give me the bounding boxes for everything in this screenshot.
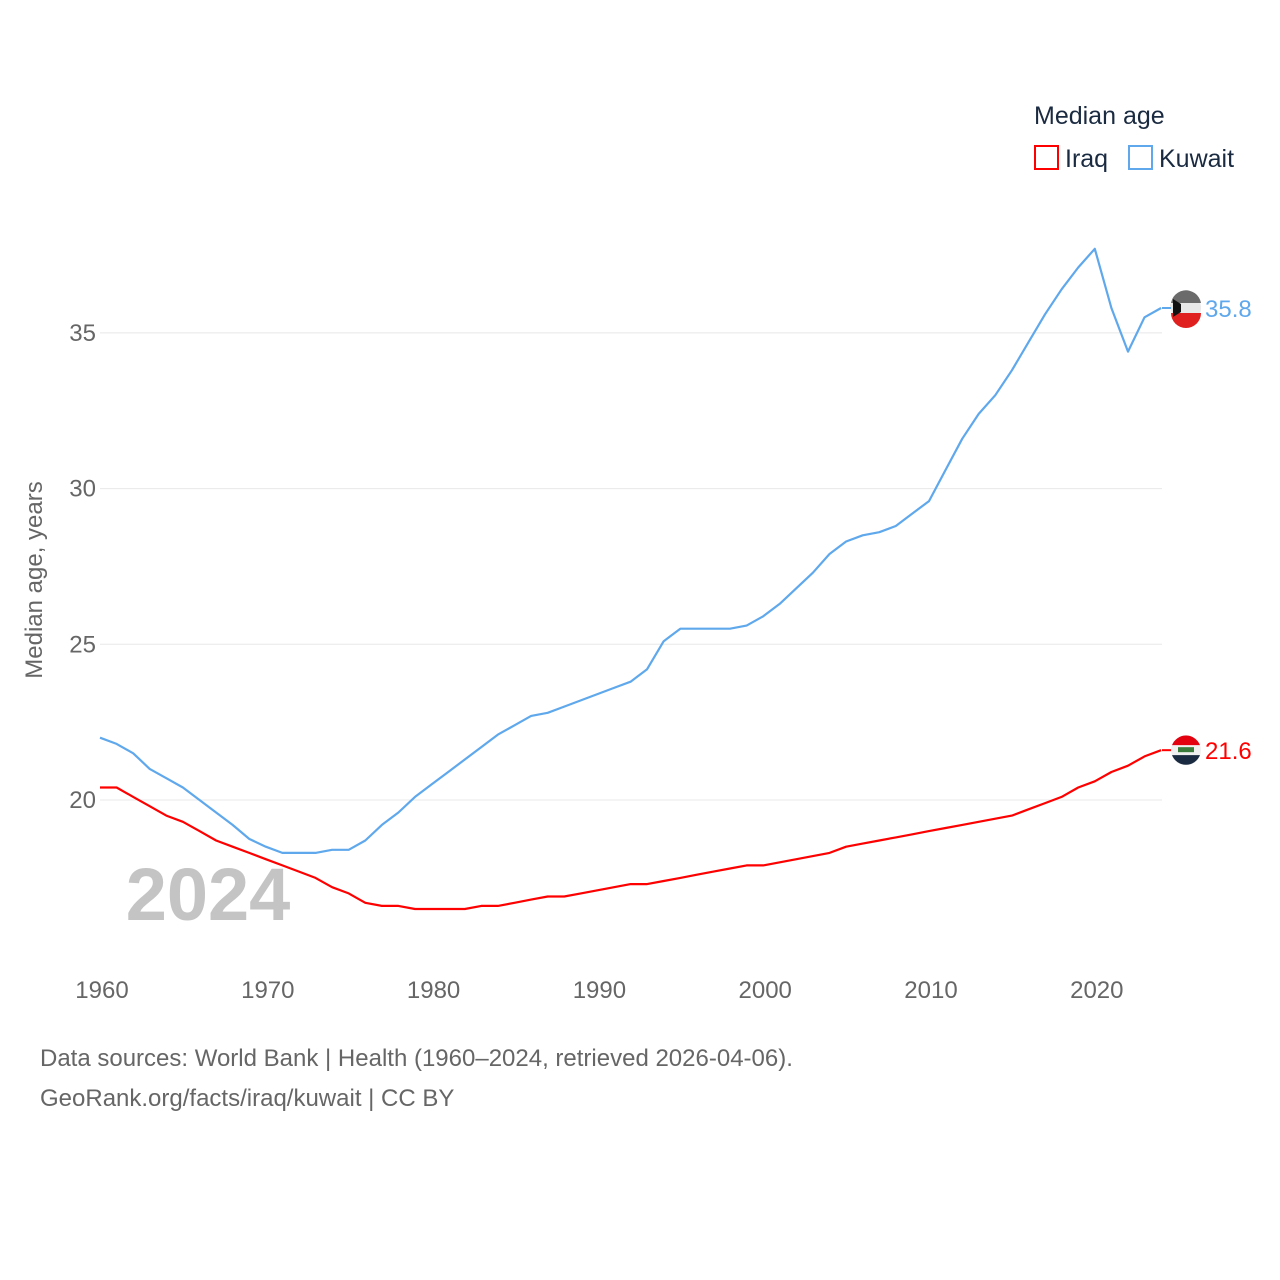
legend-label-kuwait: Kuwait: [1159, 145, 1234, 173]
x-tick-label: 1980: [407, 977, 460, 1004]
y-tick-label: 35: [69, 320, 96, 347]
year-watermark: 2024: [126, 853, 291, 936]
kuwait-flag-icon: [1170, 290, 1201, 328]
x-tick-label: 1960: [75, 977, 128, 1004]
y-tick-label: 20: [69, 787, 96, 814]
legend-title: Median age: [1034, 102, 1165, 130]
y-axis-label: Median age, years: [21, 481, 48, 678]
x-tick-label: 1970: [241, 977, 294, 1004]
series-line-iraq: [100, 749, 1162, 911]
end-value-label: 21.6: [1205, 738, 1252, 765]
flag-stripe: [1172, 735, 1200, 746]
flag-stripe: [1170, 290, 1201, 308]
x-tick-label: 1990: [573, 977, 626, 1004]
flag-stripe: [1171, 312, 1201, 328]
flag-stripe: [1172, 755, 1200, 765]
iraq-flag-icon: [1171, 735, 1201, 766]
x-tick-label: 2010: [904, 977, 957, 1004]
series-line-kuwait: [99, 247, 1162, 855]
x-tick-label: 2020: [1070, 977, 1123, 1004]
legend-swatch-kuwait: [1128, 145, 1153, 170]
credit-link[interactable]: GeoRank.org/facts/iraq/kuwait | CC BY: [40, 1085, 455, 1112]
flag-trapezoid: [1173, 298, 1181, 317]
end-value-label: 35.8: [1205, 296, 1252, 323]
y-tick-label: 25: [69, 631, 96, 658]
legend-label-iraq: Iraq: [1065, 145, 1108, 173]
flag-script: [1178, 747, 1194, 753]
y-tick-label: 30: [69, 476, 96, 503]
data-sources: Data sources: World Bank | Health (1960–…: [40, 1045, 793, 1072]
legend-swatch-iraq: [1034, 145, 1059, 170]
x-tick-label: 2000: [739, 977, 792, 1004]
